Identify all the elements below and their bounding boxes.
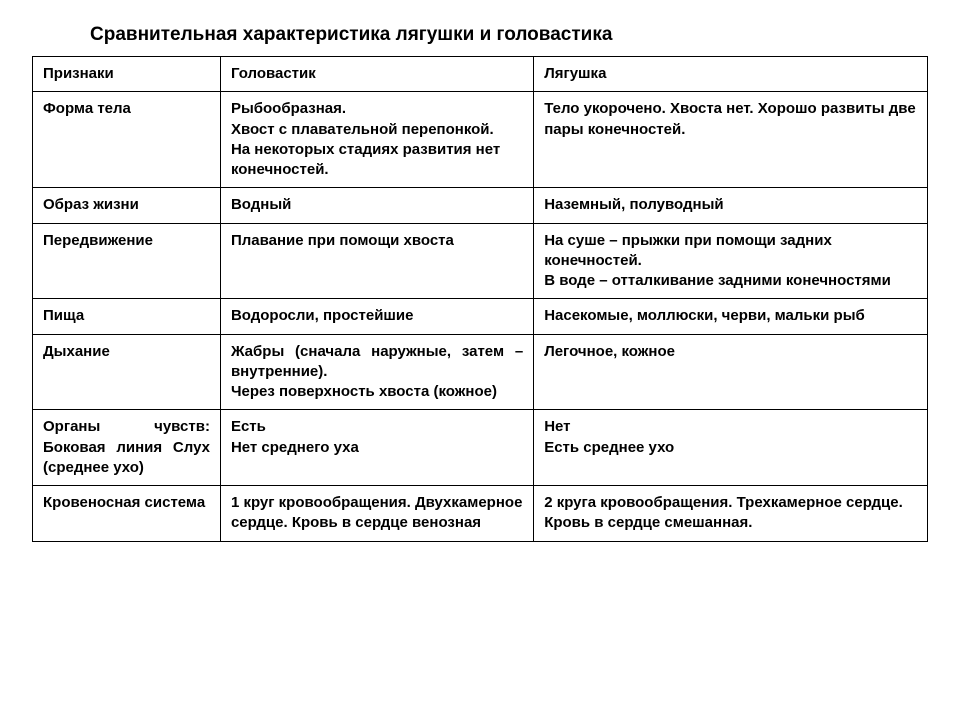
comparison-table: Признаки Головастик Лягушка Форма тела Р… [32,56,928,542]
cell-tadpole: 1 круг кровообращения. Двухкамерное серд… [220,486,533,542]
cell-feature: Пища [33,299,221,334]
table-row: Образ жизни Водный Наземный, полуводный [33,188,928,223]
cell-frog: Легочное, кожное [534,334,928,410]
table-row: Органы чувств: Боковая линия Слух (средн… [33,410,928,486]
cell-frog: НетЕсть среднее ухо [534,410,928,486]
cell-frog: На суше – прыжки при помощи задних конеч… [534,223,928,299]
table-row: Кровеносная система 1 круг кровообращени… [33,486,928,542]
cell-tadpole: ЕстьНет среднего уха [220,410,533,486]
table-row: Пища Водоросли, простейшие Насекомые, мо… [33,299,928,334]
col-header-tadpole: Головастик [220,57,533,92]
cell-feature: Образ жизни [33,188,221,223]
cell-frog: Тело укорочено. Хвоста нет. Хорошо разви… [534,92,928,188]
cell-feature: Форма тела [33,92,221,188]
cell-frog: 2 круга кровообращения. Трехкамерное сер… [534,486,928,542]
cell-feature: Передвижение [33,223,221,299]
table-row: Передвижение Плавание при помощи хвоста … [33,223,928,299]
cell-tadpole: Жабры (сначала наружные, затем – внутрен… [220,334,533,410]
page-title: Сравнительная характеристика лягушки и г… [90,24,928,46]
table-row: Форма тела Рыбообразная.Хвост с плавател… [33,92,928,188]
cell-tadpole: Водный [220,188,533,223]
cell-tadpole: Плавание при помощи хвоста [220,223,533,299]
col-header-frog: Лягушка [534,57,928,92]
cell-frog: Насекомые, моллюски, черви, мальки рыб [534,299,928,334]
cell-frog: Наземный, полуводный [534,188,928,223]
cell-feature: Кровеносная система [33,486,221,542]
document-page: Сравнительная характеристика лягушки и г… [0,0,960,542]
table-row: Дыхание Жабры (сначала наружные, затем –… [33,334,928,410]
table-header-row: Признаки Головастик Лягушка [33,57,928,92]
col-header-feature: Признаки [33,57,221,92]
cell-tadpole: Водоросли, простейшие [220,299,533,334]
cell-tadpole: Рыбообразная.Хвост с плавательной перепо… [220,92,533,188]
cell-feature: Дыхание [33,334,221,410]
cell-feature: Органы чувств: Боковая линия Слух (средн… [33,410,221,486]
